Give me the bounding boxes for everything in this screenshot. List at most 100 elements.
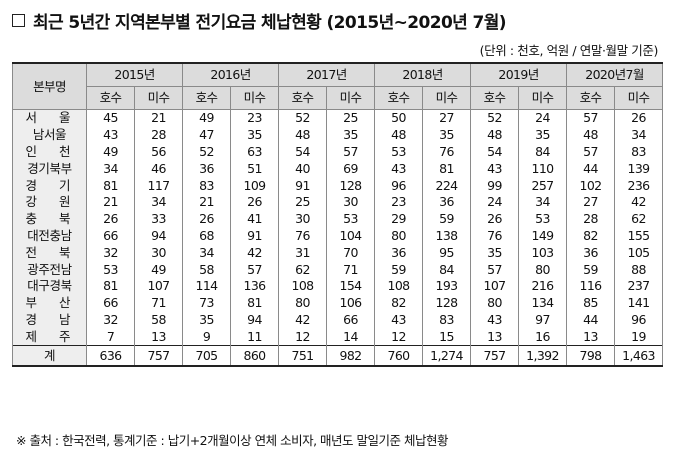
table-cell: 12 [374,328,423,346]
households-header: 호수 [278,86,327,110]
table-cell: 30 [134,244,183,262]
table-cell: 116 [566,277,615,295]
table-cell: 798 [566,345,615,368]
table-cell: 25 [278,193,327,211]
table-cell: 84 [518,143,567,161]
year-header: 2015년 [86,62,183,87]
region-name: 부 산 [12,294,87,312]
table-cell: 141 [613,294,664,312]
table-row: 전 북 32 30 34 42 31 70 36 95 35 103 36 105 [12,244,664,262]
table-cell: 49 [134,261,183,278]
table-cell: 636 [86,345,135,368]
table-cell: 53 [86,261,135,278]
table-cell: 26 [613,109,664,127]
table-cell: 83 [182,177,231,194]
table-cell: 751 [278,345,327,368]
table-cell: 42 [278,311,327,329]
region-name: 충 북 [12,210,87,228]
table-cell: 757 [134,345,183,368]
table-cell: 24 [470,193,519,211]
table-cell: 62 [613,210,664,228]
table-row: 서 울 45 21 49 23 52 25 50 27 52 24 57 26 [12,109,664,127]
table-cell: 49 [182,109,231,127]
households-header: 호수 [470,86,519,110]
region-name: 전 북 [12,244,87,262]
title-text: 최근 5년간 지역본부별 전기요금 체납현황 (2015년~2020년 7월) [33,13,507,33]
table-cell: 44 [566,160,615,178]
region-name: 강 원 [12,193,87,211]
table-cell: 128 [422,294,471,312]
table-cell: 102 [566,177,615,194]
year-header-row: 본부명 2015년 2016년 2017년 2018년 2019년 2020년7… [12,62,664,110]
region-name: 서 울 [12,109,87,127]
table-cell: 103 [518,244,567,262]
source-footnote: ※ 출처 : 한국전력, 통계기준 : 납기+2개월이상 연체 소비자, 매년도… [16,433,448,448]
table-cell: 40 [278,160,327,178]
subheader-row: 호수 미수 호수 미수 호수 미수 호수 미수 호수 미수 호수 미수 [13,86,664,110]
table-row: 대구경북 81 107 114 136 108 154 108 193 107 216 116 237 [12,277,664,295]
table-cell: 57 [566,143,615,161]
table-cell: 28 [566,210,615,228]
table-cell: 69 [326,160,375,178]
table-cell: 23 [374,193,423,211]
table-row: 제 주 7 13 9 11 12 14 12 15 13 16 13 19 [12,328,664,346]
table-cell: 48 [278,126,327,144]
table-cell: 1,463 [613,345,664,368]
table-cell: 91 [278,177,327,194]
households-header: 호수 [374,86,423,110]
unpaid-header: 미수 [422,86,471,110]
table-cell: 224 [422,177,471,194]
table-cell: 36 [566,244,615,262]
arrears-table-container: 본부명 2015년 2016년 2017년 2018년 2019년 2020년7… [12,62,664,368]
table-cell: 117 [134,177,183,194]
table-cell: 35 [422,126,471,144]
table-body: 서 울 45 21 49 23 52 25 50 27 52 24 57 26 남서울 43 28 47 35 48… [12,109,664,346]
table-cell: 53 [374,143,423,161]
table-cell: 48 [374,126,423,144]
table-cell: 36 [422,193,471,211]
table-cell: 43 [374,160,423,178]
table-cell: 23 [230,109,279,127]
table-cell: 7 [86,328,135,346]
table-cell: 73 [182,294,231,312]
table-cell: 43 [374,311,423,329]
table-cell: 95 [422,244,471,262]
households-header: 호수 [566,86,615,110]
table-cell: 35 [326,126,375,144]
table-cell: 84 [422,261,471,278]
unpaid-header: 미수 [518,86,567,110]
region-name: 남서울 [12,126,87,144]
table-cell: 81 [86,177,135,194]
table-cell: 134 [518,294,567,312]
table-cell: 96 [374,177,423,194]
table-cell: 26 [230,193,279,211]
table-cell: 193 [422,277,471,295]
households-header: 호수 [182,86,231,110]
table-cell: 26 [182,210,231,228]
total-row: 계 636 757 705 860 751 982 760 1,274 757 … [12,345,664,368]
region-name: 대전충남 [12,227,87,245]
table-cell: 53 [518,210,567,228]
table-cell: 88 [613,261,664,278]
checkbox-icon [12,14,25,27]
unpaid-header: 미수 [326,86,375,110]
table-cell: 27 [422,109,471,127]
table-cell: 31 [278,244,327,262]
unpaid-header: 미수 [613,86,664,110]
table-cell: 139 [613,160,664,178]
unpaid-header: 미수 [230,86,279,110]
table-cell: 51 [230,160,279,178]
unit-note: (단위 : 천호, 억원 / 연말·월말 기준) [479,43,659,58]
table-row: 광주전남 53 49 58 57 62 71 59 84 57 80 59 88 [12,261,664,278]
table-cell: 14 [326,328,375,346]
table-cell: 91 [230,227,279,245]
table-cell: 66 [86,227,135,245]
table-cell: 80 [374,227,423,245]
table-cell: 36 [182,160,231,178]
region-name: 대구경북 [12,277,87,295]
table-row: 경 남 32 58 35 94 42 66 43 83 43 97 44 96 [12,311,664,329]
table-cell: 105 [613,244,664,262]
table-cell: 35 [470,244,519,262]
table-cell: 81 [422,160,471,178]
table-cell: 70 [326,244,375,262]
